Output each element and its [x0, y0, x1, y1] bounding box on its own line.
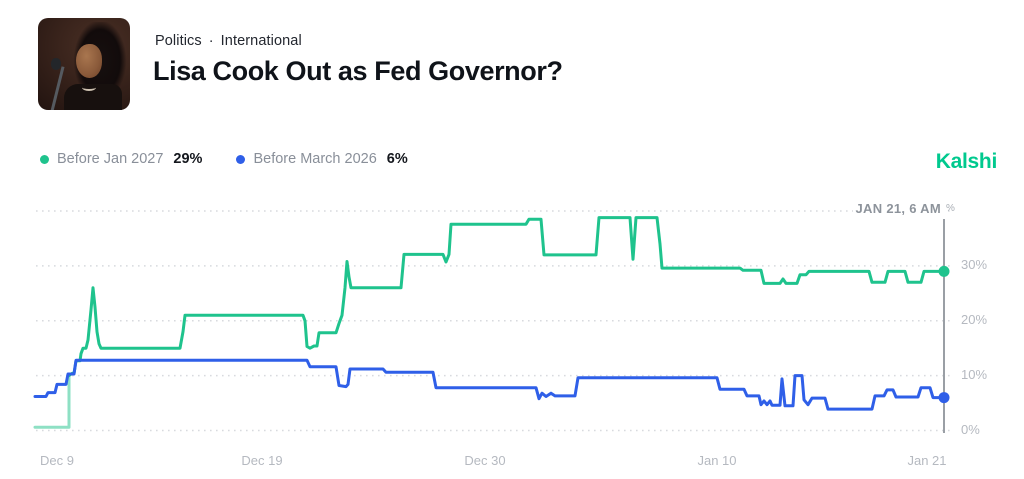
- y-tick-label: 10%: [961, 366, 988, 382]
- cursor-time-label: JAN 21, 6 AM: [852, 200, 944, 217]
- series-endpoint-dot: [938, 392, 950, 404]
- breadcrumb-category[interactable]: Politics: [155, 33, 202, 49]
- x-tick-label: Dec 9: [40, 453, 74, 468]
- x-tick-label: Dec 30: [464, 453, 506, 468]
- legend-label: Before Jan 2027: [57, 151, 164, 167]
- legend-dot-icon: [40, 154, 49, 164]
- x-tick-label: Jan 10: [697, 453, 737, 468]
- legend-value: 29%: [173, 151, 203, 167]
- avatar-art: [82, 84, 96, 91]
- microphone-icon: [51, 58, 61, 70]
- x-tick-label: Jan 21: [907, 453, 947, 468]
- y-tick-label: 20%: [961, 311, 988, 327]
- covered-ytick-fragment: %: [946, 203, 955, 214]
- page-title: Lisa Cook Out as Fed Governor?: [153, 56, 563, 86]
- series-intro-line: [33, 374, 71, 429]
- breadcrumb-subcategory[interactable]: International: [220, 33, 302, 49]
- legend-label: Before March 2026: [253, 151, 377, 167]
- y-tick-label: 0%: [961, 421, 980, 437]
- breadcrumb-separator: ·: [208, 33, 214, 49]
- avatar: [38, 18, 130, 110]
- avatar-art: [76, 44, 102, 78]
- x-tick-label: Dec 19: [241, 453, 283, 468]
- series-line[interactable]: [33, 358, 946, 411]
- legend-item-before-jan-2027[interactable]: Before Jan 2027 29%: [40, 151, 202, 167]
- kalshi-logo[interactable]: Kalshi: [935, 150, 998, 173]
- breadcrumb: Politics · International: [155, 33, 302, 49]
- series-line[interactable]: [67, 216, 946, 378]
- series-endpoint-dot: [938, 265, 950, 277]
- legend-item-before-march-2026[interactable]: Before March 2026 6%: [236, 151, 408, 167]
- legend-value: 6%: [386, 151, 408, 167]
- legend: Before Jan 2027 29% Before March 2026 6%: [40, 151, 408, 167]
- y-tick-label: 30%: [961, 256, 988, 272]
- legend-dot-icon: [236, 154, 246, 164]
